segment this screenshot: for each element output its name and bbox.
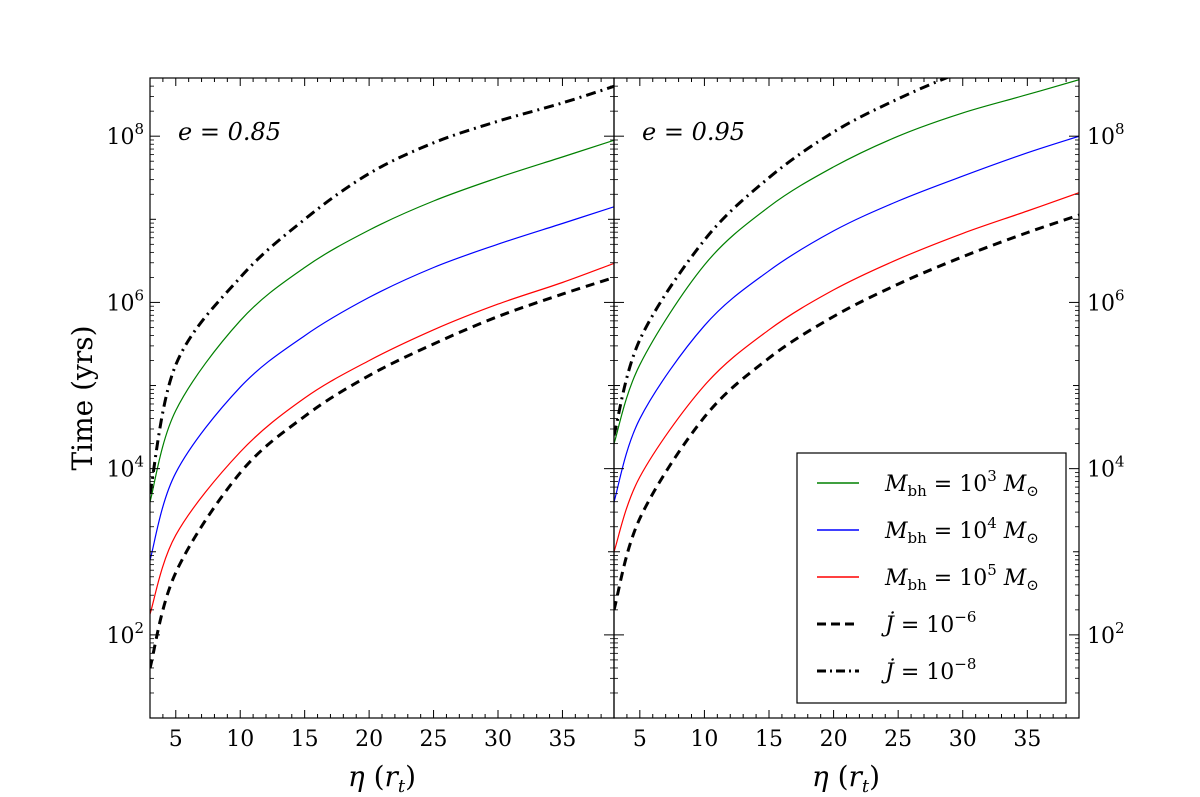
series-line-m5 xyxy=(150,262,614,615)
legend-label-j8: J̇ = 10−8 xyxy=(881,655,976,685)
x-tick-label: 15 xyxy=(291,727,319,752)
y-tick-label: 102 xyxy=(1087,619,1125,649)
legend-label-m5: Mbh = 105 M⊙ xyxy=(884,561,1039,594)
series-line-m5 xyxy=(614,192,1079,552)
series-line-m4 xyxy=(150,206,614,561)
x-tick-label: 35 xyxy=(1013,727,1041,752)
x-axis-title-sub: t xyxy=(862,776,870,797)
legend: Mbh = 103 M⊙ Mbh = 104 M⊙ Mbh = 105 M⊙ J̇ =… xyxy=(796,452,1067,704)
x-tick-label: 15 xyxy=(755,727,783,752)
panel-left: 5 10 15 20 25 30 35 102 104 106 108 e = 0.85 xyxy=(106,77,615,752)
y-tick-label: 108 xyxy=(1087,120,1125,150)
x-tick-label: 5 xyxy=(633,727,647,752)
legend-frame xyxy=(796,452,1067,704)
legend-label-j6: J̇ = 10−6 xyxy=(881,608,976,638)
panel-annotation: e = 0.95 xyxy=(642,118,745,146)
x-axis-title-right: η (rt) xyxy=(812,760,880,797)
x-tick-label: 5 xyxy=(169,727,183,752)
x-tick-label: 25 xyxy=(420,727,448,752)
series-line-j6 xyxy=(150,276,614,669)
legend-label-m4: Mbh = 104 M⊙ xyxy=(884,514,1039,547)
x-axis-title-var: r xyxy=(849,760,864,793)
x-tick-label: 30 xyxy=(949,727,977,752)
plot-frame xyxy=(149,77,615,719)
series-group xyxy=(150,84,614,669)
x-tick-label: 25 xyxy=(884,727,912,752)
series-group xyxy=(614,78,1079,611)
x-axis-title-left: η (rt) xyxy=(348,760,416,797)
y-tick-label: 104 xyxy=(1087,453,1125,483)
x-tick-label: 20 xyxy=(355,727,383,752)
legend-label-m3: Mbh = 103 M⊙ xyxy=(884,467,1039,500)
series-line-j8 xyxy=(150,84,614,494)
series-line-m3 xyxy=(614,79,1079,444)
series-line-m3 xyxy=(150,139,614,503)
y-tick-label: 106 xyxy=(106,286,144,316)
x-axis-title-symbol: η xyxy=(348,760,365,793)
x-tick-label: 30 xyxy=(484,727,512,752)
x-tick-label: 10 xyxy=(690,727,718,752)
x-axis-title-symbol: η xyxy=(812,760,829,793)
y-tick-label: 108 xyxy=(106,120,144,150)
panel-annotation: e = 0.85 xyxy=(178,118,281,146)
x-axis-title-sub: t xyxy=(398,776,406,797)
x-axis-title-open: ( xyxy=(838,760,849,793)
y-tick-label: 106 xyxy=(1087,286,1125,316)
x-tick-label: 35 xyxy=(548,727,576,752)
panel-right: 5 10 15 20 25 30 35 102 104 106 108 e = 0.95 xyxy=(613,77,1125,752)
series-line-m4 xyxy=(614,135,1079,503)
x-axis-title-var: r xyxy=(385,760,400,793)
y-tick-label: 102 xyxy=(106,619,144,649)
x-axis-title-open: ( xyxy=(374,760,385,793)
series-line-j6 xyxy=(614,213,1079,611)
series-line-j8 xyxy=(614,78,951,436)
y-tick-label: 104 xyxy=(106,453,144,483)
x-tick-label: 20 xyxy=(820,727,848,752)
x-axis-title-close: ) xyxy=(405,760,416,793)
x-tick-label: 10 xyxy=(226,727,254,752)
x-axis-title-close: ) xyxy=(869,760,880,793)
y-axis-title: Time (yrs) xyxy=(66,325,99,470)
